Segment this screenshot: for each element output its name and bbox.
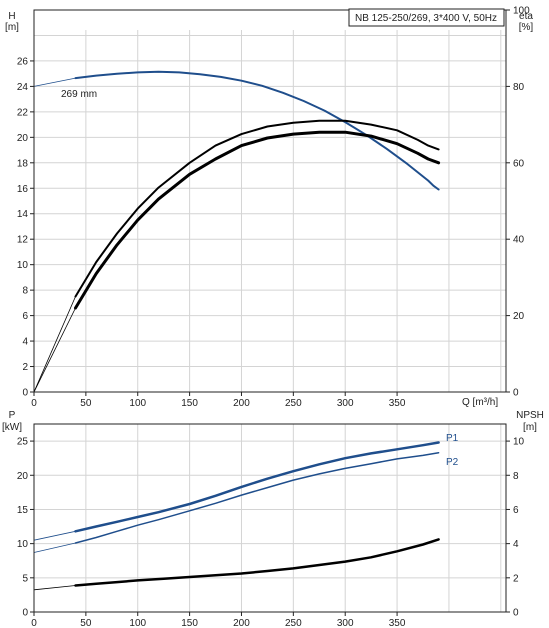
top-right-tick-label: 0 <box>513 388 519 399</box>
bottom-left-tick-label: 15 <box>17 505 29 516</box>
bottom-right-tick-label: 10 <box>513 437 525 448</box>
top-right-tick-label: 20 <box>513 311 525 322</box>
bottom-series-0-line <box>74 441 440 533</box>
bottom-series-0-extrapolation <box>33 530 76 541</box>
bottom-x-tick-label: 150 <box>181 618 198 628</box>
top-series <box>33 70 441 393</box>
bottom-x-tick-label: 200 <box>233 618 250 628</box>
top-left-tick-label: 6 <box>22 311 28 322</box>
top-x-tick-label: 250 <box>285 398 302 409</box>
top-plot-frame <box>33 9 507 393</box>
top-series-2-extrapolation <box>33 296 76 393</box>
top-grid <box>34 30 506 392</box>
top-series-0-extrapolation <box>33 77 76 87</box>
top-left-tick-label: 8 <box>22 286 28 297</box>
top-left-tick-label: 4 <box>22 337 28 348</box>
bottom-series-2-line <box>74 538 440 587</box>
top-left-tick-label: 2 <box>22 362 28 373</box>
top-left-tick-label: 24 <box>17 82 29 93</box>
top-left-tick-label: 22 <box>17 107 29 118</box>
top-x-tick-label: 200 <box>233 398 250 409</box>
bottom-right-tick-label: 8 <box>513 471 519 482</box>
top-right-axis-label-line2: [%] <box>519 22 534 33</box>
bottom-left-tick-label: 25 <box>17 437 29 448</box>
top-left-tick-label: 10 <box>17 260 29 271</box>
top-left-tick-label: 26 <box>17 56 29 67</box>
bottom-x-tick-label: 50 <box>80 618 92 628</box>
top-series-1-line <box>74 130 441 310</box>
top-x-tick-label: 350 <box>389 398 406 409</box>
legend-box-text: NB 125-250/269, 3*400 V, 50Hz <box>355 13 497 24</box>
top-left-tick-label: 0 <box>22 388 28 399</box>
series-label-p2: P2 <box>446 457 459 468</box>
bottom-right-tick-label: 0 <box>513 608 519 619</box>
top-left-axis-label-line2: [m] <box>5 22 19 33</box>
series-label-p1: P1 <box>446 433 459 444</box>
bottom-plot-frame <box>33 423 507 613</box>
bottom-left-tick-label: 10 <box>17 539 29 550</box>
bottom-x-tick-label: 300 <box>337 618 354 628</box>
top-right-tick-label: 100 <box>513 6 530 17</box>
bottom-left-axis-label-line2: [kW] <box>2 422 22 433</box>
bottom-left-tick-label: 20 <box>17 471 29 482</box>
bottom-x-tick-label: 100 <box>129 618 146 628</box>
top-left-axis-label-line1: H <box>8 11 15 22</box>
top-x-tick-label: 100 <box>129 398 146 409</box>
top-series-0-line <box>74 70 440 191</box>
bottom-series <box>33 441 440 591</box>
bottom-left-axis-label-line1: P <box>9 410 16 421</box>
bottom-series-1-line <box>74 451 440 544</box>
bottom-x-tick-label: 0 <box>31 618 37 628</box>
top-x-tick-label: 300 <box>337 398 354 409</box>
top-x-tick-label: 150 <box>181 398 198 409</box>
bottom-left-tick-label: 0 <box>22 608 28 619</box>
bottom-right-tick-label: 6 <box>513 505 519 516</box>
top-left-tick-label: 20 <box>17 133 29 144</box>
top-right-axis-label-line1: eta <box>519 11 533 22</box>
bottom-x-tick-label: 350 <box>389 618 406 628</box>
top-right-tick-label: 40 <box>513 235 525 246</box>
legend-box: NB 125-250/269, 3*400 V, 50Hz <box>348 8 505 27</box>
top-series-1-extrapolation <box>33 307 76 393</box>
bottom-right-tick-label: 4 <box>513 539 519 550</box>
top-left-tick-label: 12 <box>17 235 29 246</box>
bottom-series-2-extrapolation <box>33 585 76 591</box>
bottom-series-1-extrapolation <box>33 542 76 553</box>
bottom-right-axis-label-line1: NPSH <box>516 410 544 421</box>
top-x-tick-label: 50 <box>80 398 92 409</box>
bottom-x-tick-label: 250 <box>285 618 302 628</box>
bottom-right-tick-label: 2 <box>513 573 519 584</box>
top-left-tick-label: 14 <box>17 209 29 220</box>
top-right-tick-label: 80 <box>513 82 525 93</box>
top-left-tick-label: 16 <box>17 184 29 195</box>
top-series-2-line <box>74 119 440 298</box>
x-axis-label: Q [m³/h] <box>462 397 498 408</box>
top-right-tick-label: 60 <box>513 158 525 169</box>
bottom-right-axis-label-line2: [m] <box>523 422 537 433</box>
bottom-left-tick-label: 5 <box>22 573 28 584</box>
impeller-diameter-annotation: 269 mm <box>61 89 97 100</box>
top-left-tick-label: 18 <box>17 158 29 169</box>
top-x-tick-label: 0 <box>31 398 37 409</box>
